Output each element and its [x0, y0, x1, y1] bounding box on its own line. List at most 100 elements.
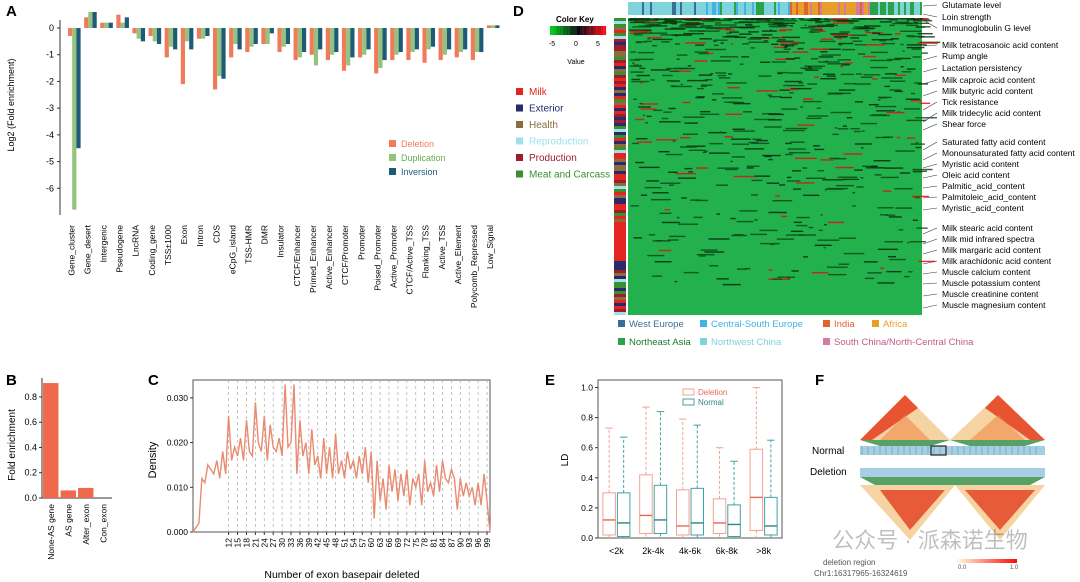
trait-connector-20 — [922, 249, 938, 255]
heatmap-row-annot — [614, 270, 626, 273]
heatmap-row-annot — [614, 156, 626, 159]
heatmap-cell — [702, 20, 715, 22]
heatmap-cell — [762, 30, 777, 32]
heatmap-cell — [633, 98, 637, 101]
heatmap-cell — [708, 238, 730, 240]
ld-scale-cell — [1008, 559, 1011, 563]
heatmap-cell — [642, 114, 645, 116]
heatmap-cell — [762, 175, 770, 177]
panel-e-ylabel: LD — [560, 454, 571, 467]
color-key-cell — [550, 26, 552, 35]
heatmap-cell — [634, 58, 654, 61]
panel-a-legend: Deletion Duplication Inversion — [389, 139, 446, 177]
heatmap-cell — [745, 24, 753, 26]
category-a-21: CTCF/Active_TSS — [405, 225, 415, 295]
trait-label-22: Muscle calcium content — [942, 267, 1031, 277]
heatmap-cell — [638, 166, 660, 169]
heatmap-row-annot — [614, 216, 626, 219]
bar-a-inversion-0 — [76, 28, 81, 149]
color-key-cell — [571, 26, 573, 35]
trait-label-3: Milk tetracosanoic acid content — [942, 40, 1059, 50]
heatmap-cell — [695, 167, 709, 169]
heatmap-cell — [750, 36, 769, 39]
heatmap-cell — [725, 113, 743, 115]
heatmap-cell — [818, 61, 840, 63]
heatmap-cell — [764, 126, 782, 128]
color-key-cell — [552, 26, 555, 35]
heatmap-cell — [885, 18, 904, 20]
heatmap-cell — [742, 43, 750, 45]
trait-connector-23 — [922, 282, 938, 285]
heatmap-cell — [696, 18, 712, 20]
bar-a-inversion-13 — [285, 28, 291, 45]
heatmap-cell — [904, 108, 920, 110]
tick-label-c-39: 39 — [304, 538, 314, 548]
heatmap-cell — [818, 229, 823, 232]
heatmap-cell — [912, 56, 921, 58]
heatmap-cell — [730, 160, 733, 163]
heatmap-cell — [739, 210, 758, 212]
tick-label-c-30: 30 — [277, 538, 287, 548]
heatmap-cell — [803, 256, 808, 258]
heatmap-cell — [875, 105, 897, 108]
heatmap-cell — [777, 24, 789, 27]
legend-inversion: Inversion — [401, 167, 438, 177]
heatmap-cell — [710, 73, 714, 75]
heatmap-row-annot — [614, 264, 626, 267]
bar-a-inversion-12 — [269, 28, 274, 34]
ytick-label-c-0.03: 0.030 — [167, 393, 189, 403]
heatmap-row-annot — [614, 249, 626, 252]
bar-a-duplication-16 — [329, 28, 335, 55]
heatmap-row-annot — [614, 267, 626, 270]
heatmap-row-annot — [614, 201, 626, 204]
heatmap-cell — [904, 275, 910, 278]
heatmap-cell — [748, 141, 759, 144]
heatmap-row-annot — [614, 312, 626, 315]
heatmap-row-annot — [614, 258, 626, 261]
bar-a-deletion-19 — [374, 28, 379, 74]
heatmap-cell — [813, 76, 819, 78]
tick-label-c-60: 60 — [366, 538, 376, 548]
heatmap-row-annot — [614, 39, 626, 42]
panel-f-ld-plot — [860, 395, 1045, 563]
heatmap-column-annot — [802, 2, 804, 15]
heatmap-cell — [727, 18, 742, 20]
region-swatch-6 — [823, 338, 830, 345]
category-e-4: >8k — [756, 546, 771, 556]
heatmap-cell — [858, 53, 866, 55]
box-e-1-3 — [727, 504, 741, 537]
heatmap-cell — [650, 198, 671, 201]
heatmap-cell — [868, 103, 879, 106]
ld-scale-cell — [984, 559, 987, 563]
heatmap-row-annot — [614, 42, 626, 45]
category-a-8: Intron — [195, 225, 205, 247]
heatmap-cell — [768, 95, 782, 98]
tick-label-a--5: -5 — [46, 157, 54, 167]
heatmap-row-annot — [614, 279, 626, 282]
color-key-cell — [558, 26, 560, 35]
heatmap-cell — [835, 127, 838, 129]
trait-connector-24 — [922, 293, 938, 297]
heatmap-cell — [810, 18, 815, 20]
heatmap-cell — [772, 278, 783, 280]
heatmap-cell — [895, 207, 913, 209]
heatmap-cell — [894, 21, 909, 23]
heatmap-cell — [732, 128, 745, 130]
color-key-cell — [559, 26, 562, 35]
heatmap-column-annot — [768, 2, 770, 15]
heatmap-row-annot — [614, 300, 626, 303]
heatmap-cell — [640, 103, 659, 105]
heatmap-column-annot — [828, 2, 830, 15]
bar-a-duplication-10 — [233, 28, 238, 45]
ytick-label-e-0.4: 0.4 — [581, 473, 593, 483]
heatmap-cell — [786, 180, 801, 182]
ytick-label-c-0: 0.000 — [167, 527, 189, 537]
trait-connector-10 — [922, 123, 938, 131]
heatmap-column-annot — [844, 2, 846, 15]
bar-a-deletion-12 — [261, 28, 266, 45]
heatmap-cell — [714, 44, 719, 47]
heatmap-cell — [678, 25, 697, 27]
heatmap-row-annot — [614, 45, 626, 48]
tick-label-c-81: 81 — [429, 538, 439, 548]
heatmap-cell — [807, 83, 818, 85]
